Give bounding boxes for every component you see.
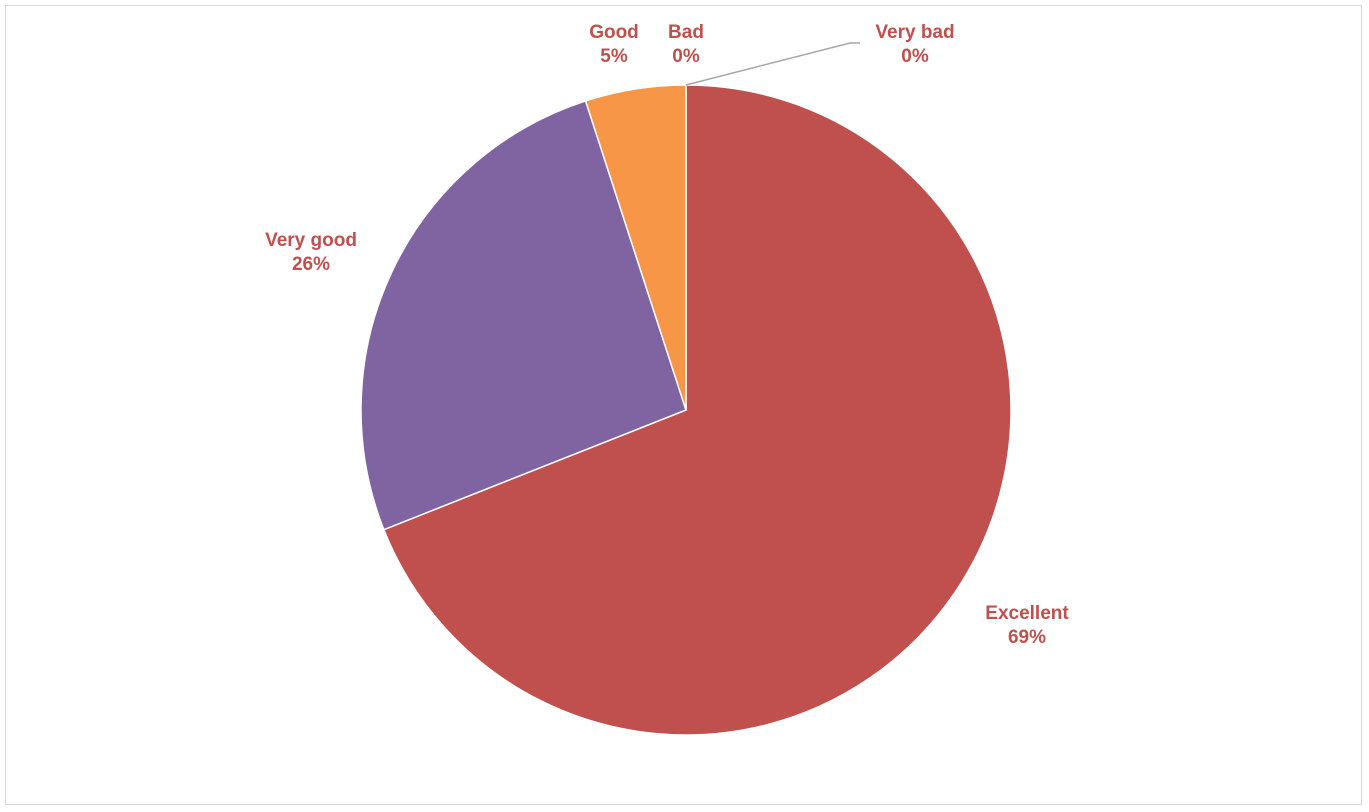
label-name-good: Good (589, 22, 639, 43)
label-pct-bad: 0% (672, 46, 700, 67)
data-label-excellent: Excellent 69% (985, 602, 1068, 650)
label-name-bad: Bad (668, 22, 704, 43)
leader-line-very-bad (685, 42, 860, 86)
data-label-good: Good 5% (589, 21, 639, 69)
label-pct-excellent: 69% (1007, 627, 1047, 648)
label-pct-very-good: 26% (291, 254, 331, 275)
label-name-excellent: Excellent (985, 603, 1069, 624)
label-name-very-good: Very good (265, 230, 357, 251)
pie-slice-excellent (382, 84, 1012, 736)
data-label-bad: Bad 0% (668, 21, 704, 69)
label-name-very-bad: Very bad (875, 22, 955, 43)
data-label-very-bad: Very bad 0% (875, 21, 954, 69)
pie-slice-good (584, 84, 687, 411)
pie-slices (360, 84, 1012, 736)
label-pct-very-bad: 0% (901, 46, 929, 67)
data-label-very-good: Very good 26% (265, 229, 357, 277)
pie-slice-very-good (360, 99, 687, 531)
label-pct-good: 5% (600, 46, 628, 67)
